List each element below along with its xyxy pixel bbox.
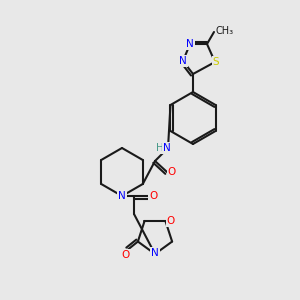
Text: N: N xyxy=(186,39,194,49)
Text: CH₃: CH₃ xyxy=(216,26,234,36)
Text: O: O xyxy=(122,250,130,260)
Text: H: H xyxy=(156,143,164,153)
Text: N: N xyxy=(118,191,126,201)
Text: O: O xyxy=(149,191,157,201)
Text: N: N xyxy=(179,56,187,66)
Text: S: S xyxy=(213,57,219,67)
Text: N: N xyxy=(163,143,171,153)
Text: O: O xyxy=(167,216,175,226)
Text: O: O xyxy=(168,167,176,177)
Text: N: N xyxy=(151,248,159,258)
